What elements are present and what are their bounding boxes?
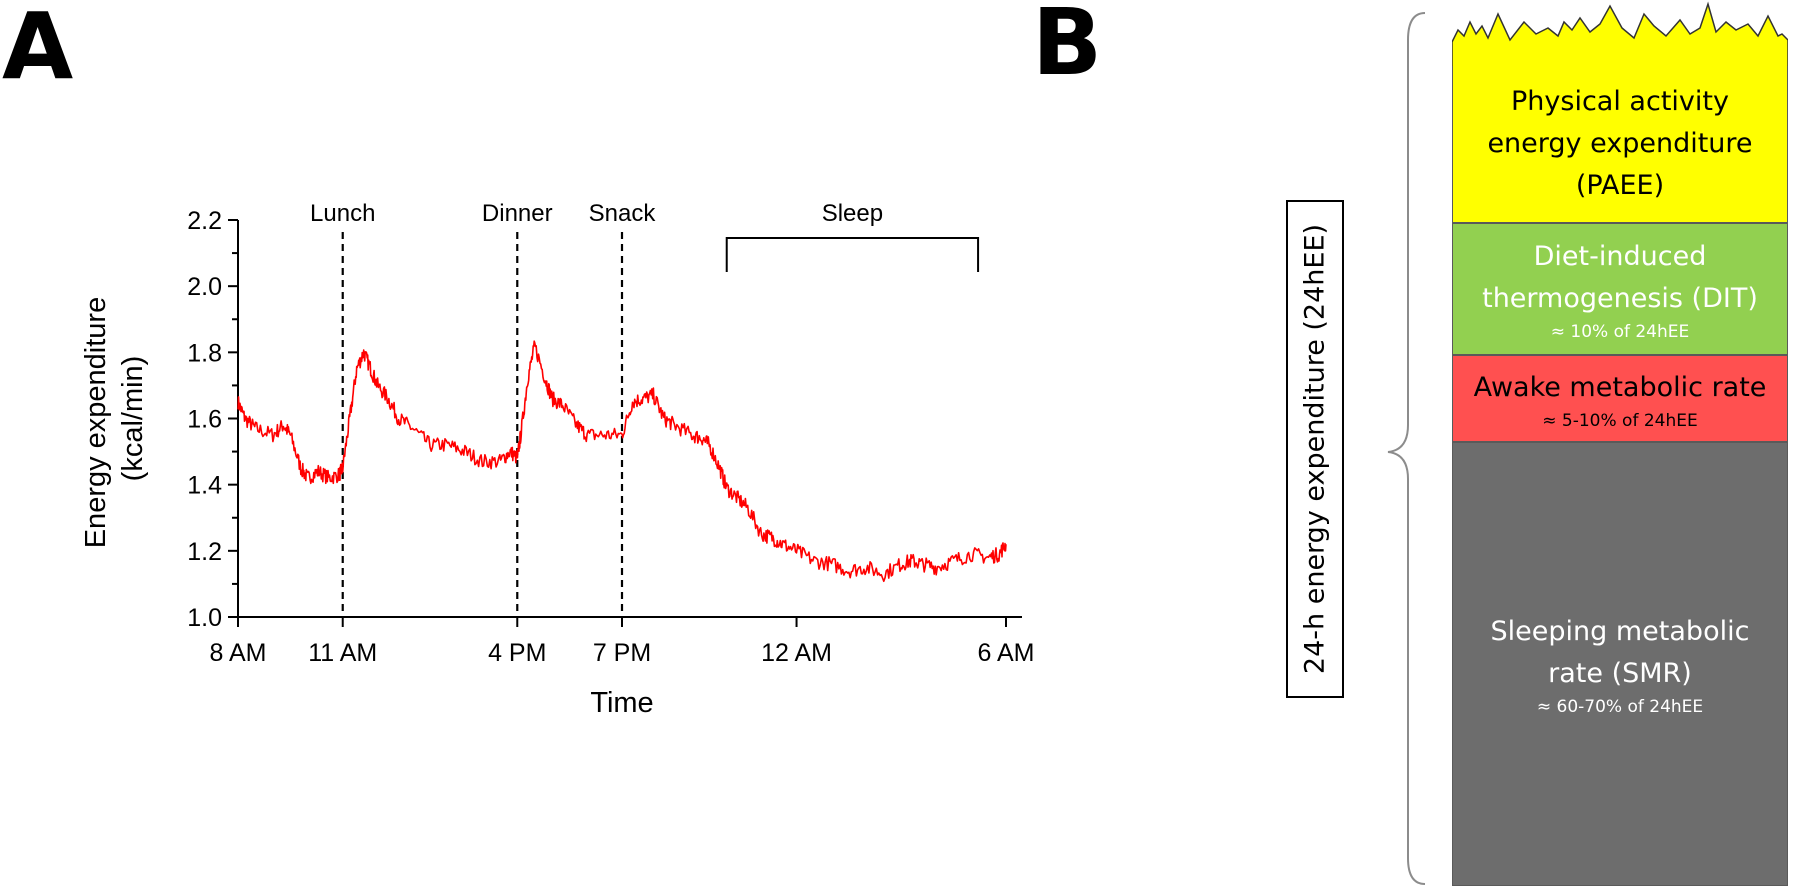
- paee-label-line1: Physical activity: [1511, 86, 1729, 117]
- axes: 1.0 1.2 1.4 1.6 1.8 2.0 2.2 8 AM 11 AM 4 PM 7 PM 12…: [187, 207, 1034, 667]
- energy-expenditure-line: [237, 340, 1007, 583]
- awake-label: Awake metabolic rate: [1473, 371, 1767, 403]
- x-tick-label: 12 AM: [761, 639, 832, 667]
- y-tick-label: 2.2: [187, 207, 222, 235]
- smr-label-line2: rate (SMR): [1548, 658, 1692, 689]
- smr-block: Sleeping metabolic rate (SMR) ≈ 60-70% o…: [1452, 442, 1788, 886]
- x-tick-label: 8 AM: [210, 639, 267, 667]
- y-axis-title-line2: (kcal/min): [117, 356, 149, 482]
- dit-block: Diet-induced thermogenesis (DIT) ≈ 10% o…: [1452, 223, 1788, 355]
- total-24hee-label: 24-h energy expenditure (24hEE): [1299, 223, 1331, 675]
- panel-b-letter: B: [1032, 0, 1102, 96]
- event-label-lunch: Lunch: [310, 200, 375, 227]
- meal-annotations: Lunch Dinner Snack Sleep: [310, 200, 980, 617]
- paee-block: Physical activity energy expenditure (PA…: [1452, 66, 1788, 223]
- y-tick-label: 2.0: [187, 273, 222, 301]
- dit-label-line1: Diet-induced: [1533, 241, 1707, 272]
- series-group: [237, 340, 1007, 583]
- y-tick-label: 1.4: [187, 472, 222, 500]
- awake-note: ≈ 5-10% of 24hEE: [1542, 410, 1698, 431]
- x-axis-title: Time: [590, 687, 653, 719]
- dit-label-line2: thermogenesis (DIT): [1482, 283, 1758, 314]
- x-tick-label: 7 PM: [593, 639, 651, 667]
- awake-metabolic-block: Awake metabolic rate ≈ 5-10% of 24hEE: [1452, 355, 1788, 442]
- event-label-snack: Snack: [589, 200, 657, 227]
- sleep-bracket: [725, 237, 980, 272]
- smr-note: ≈ 60-70% of 24hEE: [1536, 697, 1704, 717]
- y-tick-label: 1.2: [187, 538, 222, 566]
- y-axis-title-line1: Energy expenditure: [80, 297, 112, 549]
- curly-brace: [1387, 12, 1426, 885]
- x-tick-label: 11 AM: [308, 639, 377, 667]
- y-tick-label: 1.8: [187, 339, 222, 367]
- y-tick-label: 1.6: [187, 406, 222, 434]
- paee-label-line2: energy expenditure: [1487, 128, 1753, 159]
- panel-b-letter-wrap: B: [1032, 0, 1102, 96]
- x-tick-label: 4 PM: [488, 639, 546, 667]
- paee-label-line3: (PAEE): [1575, 170, 1665, 201]
- paee-jagged-top: [1452, 1, 1788, 70]
- y-tick-label: 1.0: [187, 604, 222, 632]
- y-axis-title: Energy expenditure (kcal/min): [80, 289, 149, 549]
- smr-label-line1: Sleeping metabolic: [1490, 616, 1750, 647]
- panel-a-chart: A 1.0 1.2 1.4 1.6 1.8 2.0 2.2 8 AM 11 AM 4 PM 7 PM…: [2, 0, 1034, 719]
- x-tick-label: 6 AM: [978, 639, 1035, 667]
- dit-note: ≈ 10% of 24hEE: [1550, 322, 1690, 342]
- panel-b-diagram: B 24-h energy expenditure (24hEE) Physic…: [1032, 0, 1800, 891]
- sleep-label: Sleep: [822, 200, 883, 227]
- panel-a-letter: A: [2, 0, 73, 100]
- event-label-dinner: Dinner: [482, 200, 553, 227]
- total-24hee-box: [1286, 200, 1344, 698]
